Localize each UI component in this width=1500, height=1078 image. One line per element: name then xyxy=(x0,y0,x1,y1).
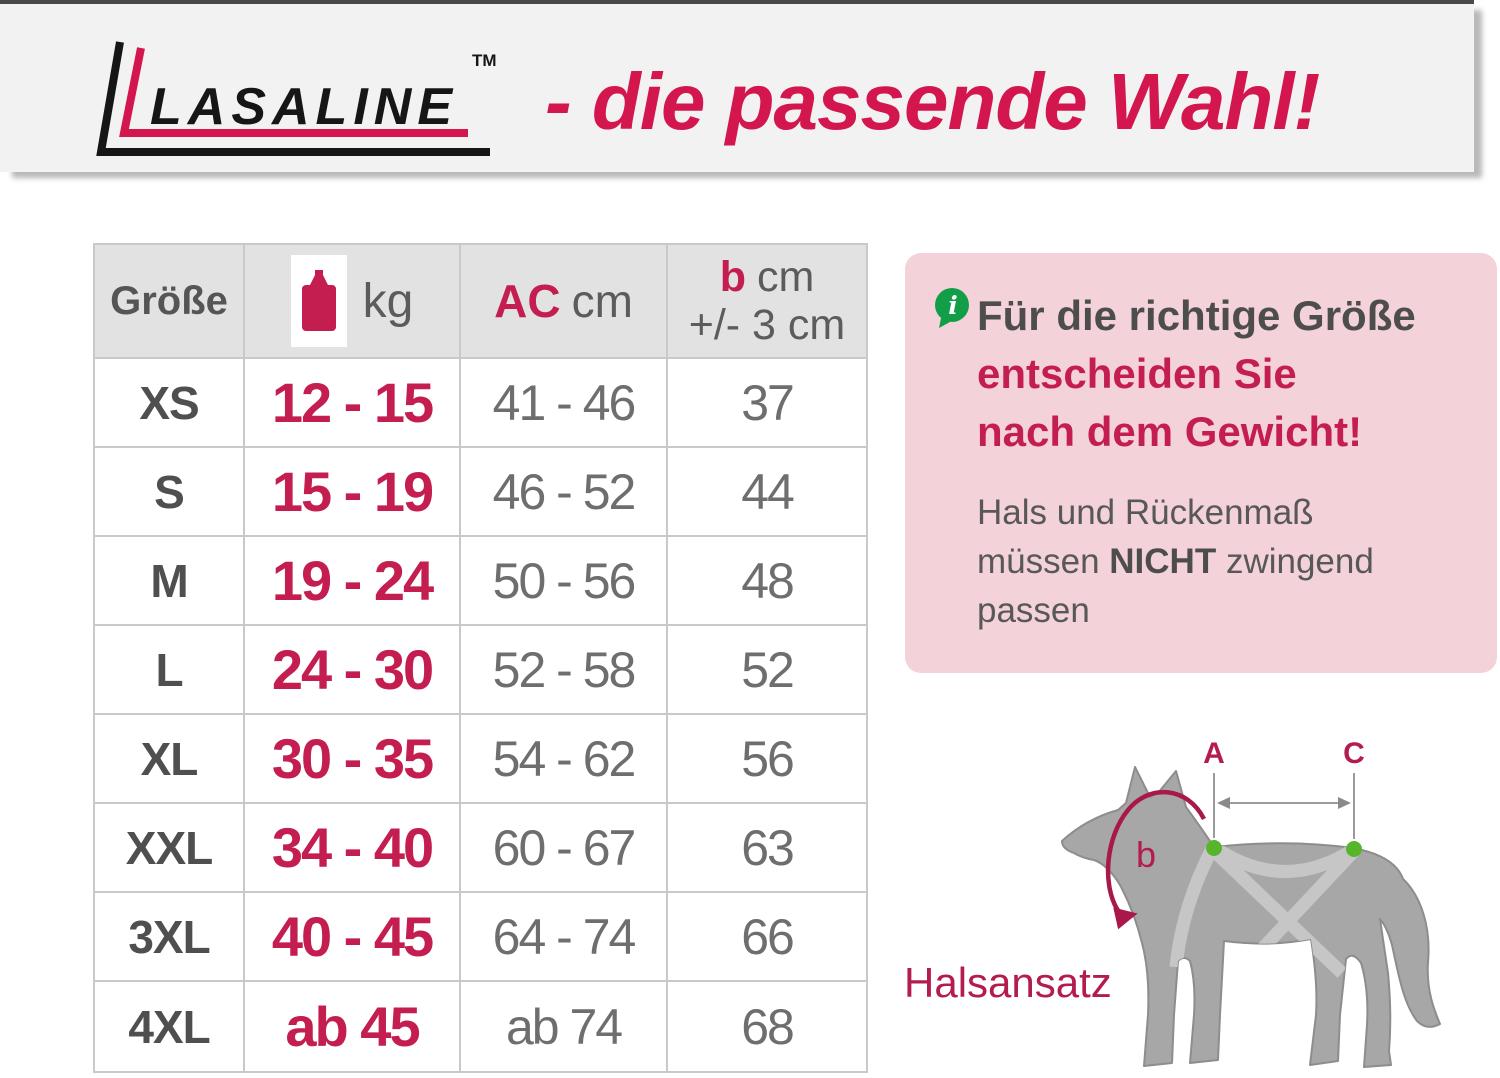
table-row-kg: 15 - 19 xyxy=(245,448,461,537)
label-c: C xyxy=(1343,737,1365,770)
table-row-b: 44 xyxy=(668,448,866,537)
table-row-b: 48 xyxy=(668,537,866,626)
arrowhead-left xyxy=(1217,797,1230,809)
table-row-size: 4XL xyxy=(95,982,245,1071)
table-row-ac: 60 - 67 xyxy=(461,804,668,893)
info-body: Hals und Rückenmaß müssen NICHT zwingend… xyxy=(977,492,1374,630)
table-row-size: XXL xyxy=(95,804,245,893)
hip-dot xyxy=(1346,841,1362,857)
table-row-b: 56 xyxy=(668,715,866,804)
table-row-size: L xyxy=(95,626,245,715)
trademark-text: TM xyxy=(472,51,497,70)
table-row-ac: 41 - 46 xyxy=(461,359,668,448)
tagline: - die passende Wahl! xyxy=(545,57,1320,146)
table-row-size: M xyxy=(95,537,245,626)
table-row-kg: ab 45 xyxy=(245,982,461,1071)
weight-unit-label: kg xyxy=(362,274,414,328)
table-row-kg: 34 - 40 xyxy=(245,804,461,893)
table-row-size: 3XL xyxy=(95,893,245,982)
table-row-kg: 30 - 35 xyxy=(245,715,461,804)
table-row-b: 66 xyxy=(668,893,866,982)
table-row-ac: 50 - 56 xyxy=(461,537,668,626)
neck-base-label: Halsansatz xyxy=(904,959,1112,1006)
dog-silhouette xyxy=(1061,766,1441,1068)
col-header-size: Größe xyxy=(95,245,245,359)
dog-measurement-diagram: A C b Halsansatz xyxy=(904,737,1441,1068)
info-icon: i xyxy=(935,288,969,328)
info-title: Für die richtige Größe entscheiden Sie n… xyxy=(977,292,1416,455)
label-b: b xyxy=(1136,834,1156,875)
table-row-ac: 54 - 62 xyxy=(461,715,668,804)
col-header-weight: kg xyxy=(245,245,461,359)
logo-black-underline xyxy=(96,41,490,156)
arrowhead-right xyxy=(1338,797,1351,809)
table-row-b: 68 xyxy=(741,998,795,1055)
table-row-kg: 19 - 24 xyxy=(245,537,461,626)
col-header-chest: AC cm xyxy=(461,245,668,359)
table-row-b: 63 xyxy=(668,804,866,893)
col-header-back: b cm +/- 3 cm xyxy=(668,245,866,359)
table-row-kg: 24 - 30 xyxy=(245,626,461,715)
size-table: Größe kg AC cm b cm +/- 3 cm XS 12 - 15 41… xyxy=(93,243,868,1073)
withers-dot xyxy=(1206,840,1222,856)
table-row-ac: 52 - 58 xyxy=(461,626,668,715)
label-a: A xyxy=(1203,737,1225,770)
table-row-ac: 64 - 74 xyxy=(461,893,668,982)
neck-circumference-arc xyxy=(1105,789,1207,930)
table-row-size: S xyxy=(95,448,245,537)
weight-icon xyxy=(290,255,347,347)
logo-crimson-underline xyxy=(119,47,468,137)
lasaline-logo: LASALINE TM xyxy=(96,41,497,156)
table-row-b: 37 xyxy=(668,359,866,448)
table-row-ac: 46 - 52 xyxy=(461,448,668,537)
table-row-size: XL xyxy=(95,715,245,804)
table-row-size: XS xyxy=(95,359,245,448)
brand-text: LASALINE xyxy=(150,78,458,136)
table-row-ac: ab 74 xyxy=(461,982,668,1071)
table-row-kg: 40 - 45 xyxy=(245,893,461,982)
info-box: i Für die richtige Größe entscheiden Sie… xyxy=(905,253,1497,673)
table-row-b: 52 xyxy=(668,626,866,715)
table-row-kg: 12 - 15 xyxy=(245,359,461,448)
info-icon-glyph: i xyxy=(948,291,958,320)
header-band: LASALINE TM - die passende Wahl! xyxy=(0,0,1474,172)
